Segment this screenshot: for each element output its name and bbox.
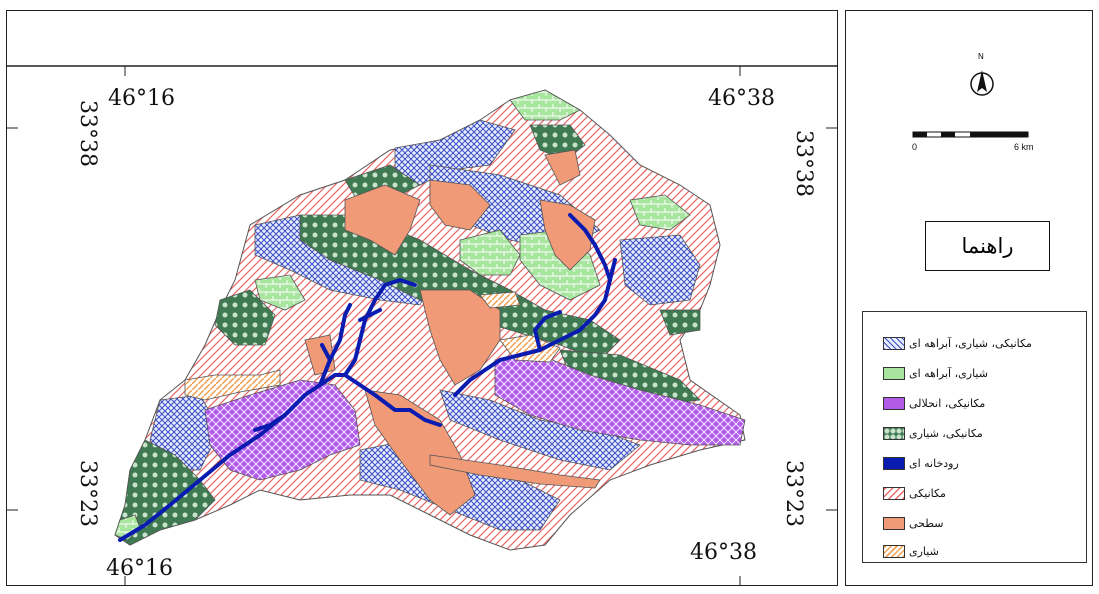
river-network	[118, 213, 617, 542]
legend-swatch-green	[883, 366, 905, 380]
zone-salmon-ne	[544, 149, 581, 186]
legend-swatch-orange-hatch	[883, 544, 905, 558]
lat-label-left-bottom: 33°23	[75, 460, 100, 527]
legend-item: مکانیکی	[863, 482, 1083, 504]
zone-green-ne	[509, 89, 581, 121]
zone-purple-west	[204, 379, 361, 481]
zone-salmon-east	[539, 199, 596, 271]
zone-darkgreen-west	[214, 289, 276, 346]
graticule-ticks	[6, 66, 838, 586]
zone-green-e	[629, 194, 691, 231]
legend-label: مکانیکی، شیاری	[909, 426, 983, 440]
legend-swatch-dark-green	[883, 426, 905, 440]
scale-start-label: 0	[912, 142, 918, 152]
legend-label: شیاری	[909, 544, 939, 558]
lat-label-right-top: 33°38	[791, 130, 816, 197]
lon-label-bottom-right: 46°38	[690, 540, 757, 565]
map-frame	[6, 10, 838, 586]
legend-item: سطحی	[863, 512, 1083, 534]
zone-orange-w	[184, 369, 281, 401]
legend-swatch-blue-hatch	[883, 336, 905, 350]
legend-item: رودخانه ای	[863, 452, 1083, 474]
legend-label: مکانیکی، انحلالی	[909, 396, 986, 410]
north-label: N	[978, 52, 984, 61]
zone-darkgreen-e	[659, 309, 701, 336]
lon-label-bottom-left: 46°16	[106, 556, 173, 581]
legend-item: مکانیکی، شیاری، آبراهه ای	[863, 332, 1083, 354]
legend-label: مکانیکی	[909, 486, 946, 500]
scale-end-label: 6 km	[1014, 142, 1034, 152]
legend-panel	[845, 10, 1093, 586]
zone-salmon-south	[364, 389, 476, 516]
zone-salmon-north	[344, 184, 421, 256]
zone-salmon-center	[419, 289, 501, 386]
legend-item: مکانیکی، شیاری	[863, 422, 1083, 444]
lon-label-top-left: 46°16	[108, 86, 175, 111]
legend-swatch-salmon	[883, 516, 905, 530]
zone-salmon-strip	[429, 454, 601, 489]
legend-label: شیاری، آبراهه ای	[909, 366, 988, 380]
legend-label: رودخانه ای	[909, 456, 959, 470]
scale-bar	[912, 131, 1029, 138]
zone-green-w	[254, 274, 306, 311]
legend-label: سطحی	[909, 516, 944, 530]
zone-salmon-mid	[429, 179, 491, 231]
zone-green-mid	[459, 229, 521, 276]
legend-item: شیاری، آبراهه ای	[863, 362, 1083, 384]
zone-blue-east	[619, 234, 701, 306]
lat-label-right-bottom: 33°23	[781, 460, 806, 527]
zone-purple-east	[494, 354, 746, 446]
lat-label-left-top: 33°38	[75, 100, 100, 167]
legend-swatch-purple	[883, 396, 905, 410]
zone-blue-center	[439, 389, 641, 471]
lon-label-top-right: 46°38	[708, 86, 775, 111]
legend-item: مکانیکی، انحلالی	[863, 392, 1083, 414]
north-arrow-icon	[970, 70, 994, 96]
legend-swatch-red-hatch	[883, 486, 905, 500]
legend-label: مکانیکی، شیاری، آبراهه ای	[909, 336, 1032, 350]
zone-orange-n	[479, 291, 521, 309]
erosion-map	[6, 65, 838, 586]
legend-box: مکانیکی، شیاری، آبراهه ای شیاری، آبراهه …	[862, 311, 1087, 563]
legend-item: شیاری	[863, 540, 1083, 562]
legend-title: راهنما	[925, 221, 1050, 271]
legend-swatch-river	[883, 456, 905, 470]
